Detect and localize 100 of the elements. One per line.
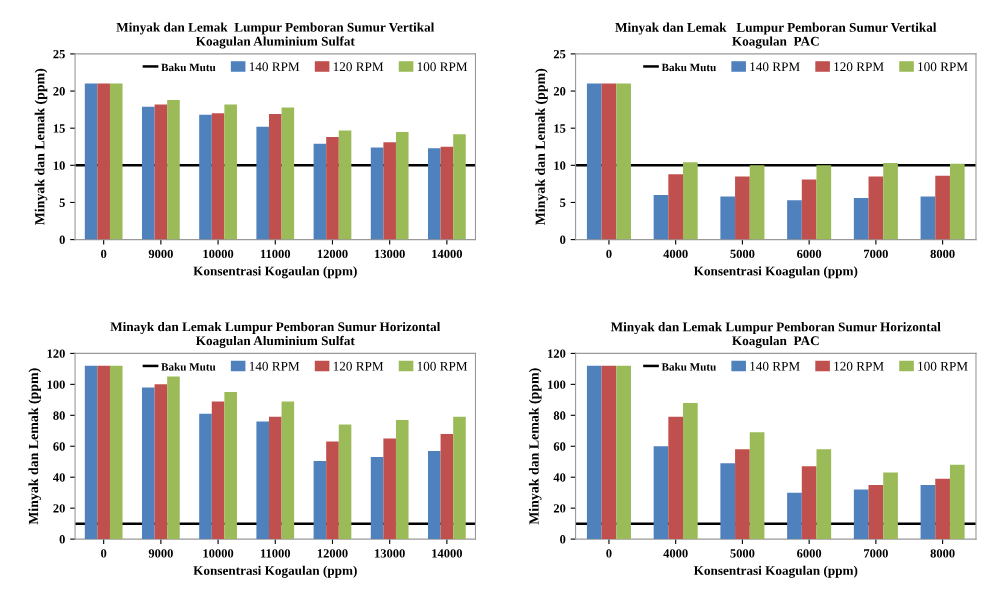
x-tick-label: 5000 [730,549,755,558]
bar [586,365,602,540]
bar [211,113,225,240]
bar [586,83,602,240]
bar [801,179,817,240]
bar [453,134,466,240]
x-tick-label: 9000 [148,549,173,558]
bar [326,137,339,240]
bar [97,83,110,240]
chart-title: Minayk dan Lemak Lumpur Pemboran Sumur Horizontal Koagulan Aluminium Sulfat [110,321,441,348]
x-tick-label: 10000 [203,249,234,259]
x-axis-title: Konsentrasi Koagulan (ppm) [693,266,858,279]
x-tick-label: 0 [606,549,612,558]
bar [313,143,327,240]
legend-label: Baku Mutu [661,63,716,72]
y-tick-label: 40 [553,473,566,482]
y-axis-title: Minyak dan Lemak (ppm) [28,368,42,525]
legend-label: 140 RPM [249,361,300,371]
y-tick-label: 0 [560,535,566,544]
x-tick-label: 0 [101,549,107,558]
chart-title: Minyak dan Lemak Lumpur Pemboran Sumur Vertikal Koagulan PAC [615,22,937,49]
bar [383,438,396,540]
x-axis-title: Konsentrasi Kogaulan (ppm) [193,266,357,279]
bar [601,83,617,240]
bar [154,384,168,540]
bar [749,165,765,240]
legend-label: 120 RPM [333,62,384,72]
y-axis-title: Minyak dan Lemak (ppm) [535,68,548,226]
x-tick-label: 13000 [375,549,405,558]
y-axis-title: Minyak dan Lemak (ppm) [528,368,542,525]
bar [268,416,282,540]
bar [281,401,295,540]
x-tick-label: 7000 [864,549,888,558]
y-tick-label: 40 [53,473,65,482]
bar [268,114,282,240]
bar [256,126,269,240]
chart-title: Minyak dan Lemak Lumpur Pemboran Sumur Horizontal Koagulan PAC [610,322,941,348]
bar [84,365,98,540]
bar [199,114,212,240]
bar [720,196,736,240]
bar [949,464,965,540]
legend-label: Baku Mutu [161,362,216,371]
bar [683,162,698,240]
bar [199,413,212,540]
bar [84,83,98,240]
bar [816,165,832,240]
y-tick-label: 10 [53,161,65,170]
bar [109,365,123,540]
x-axis-title: Konsentrasi Koagulan (ppm) [693,565,858,578]
x-tick-label: 0 [606,249,612,259]
bar [256,421,269,540]
bar [935,175,950,240]
bar [440,433,454,540]
bar [281,107,295,240]
bar [224,104,237,240]
bar [668,174,684,240]
y-tick-label: 15 [554,124,566,133]
x-tick-label: 12000 [317,249,348,259]
bar [428,450,441,540]
x-axis-title: Konsentrasi Kogaulan (ppm) [193,565,357,578]
bar [313,460,327,540]
bar [787,200,802,240]
bar [653,195,669,240]
bar [720,463,736,540]
y-tick-label: 80 [53,411,65,420]
bar [868,484,884,540]
bar [749,432,765,540]
bar [616,83,631,240]
bar [787,492,802,540]
bar [853,198,869,240]
y-tick-label: 25 [53,49,65,59]
x-tick-label: 8000 [930,549,955,558]
x-tick-label: 5000 [730,249,755,259]
bar [338,424,352,540]
legend-label: 100 RPM [918,62,968,72]
bar [370,147,384,240]
y-tick-label: 60 [553,442,566,451]
x-tick-label: 12000 [317,549,348,558]
bar [167,99,180,240]
bar [142,106,155,240]
x-tick-label: 9000 [148,249,173,259]
bar [167,376,180,540]
x-tick-label: 4000 [663,549,688,558]
x-tick-label: 7000 [864,249,888,259]
bar [453,416,466,540]
y-axis-title: Minyak dan Lemak (ppm) [34,68,48,226]
bar [683,402,698,540]
bar [395,419,409,540]
x-tick-label: 10000 [203,549,234,558]
y-tick-label: 20 [553,504,566,513]
legend-label: 120 RPM [333,361,384,371]
bar [853,489,869,540]
bar [154,104,168,240]
y-tick-label: 0 [59,235,65,245]
bar [668,416,684,540]
y-tick-label: 120 [548,349,566,358]
bar [428,148,441,240]
y-tick-label: 0 [560,235,566,245]
bar [883,163,898,240]
y-tick-label: 10 [554,161,566,170]
